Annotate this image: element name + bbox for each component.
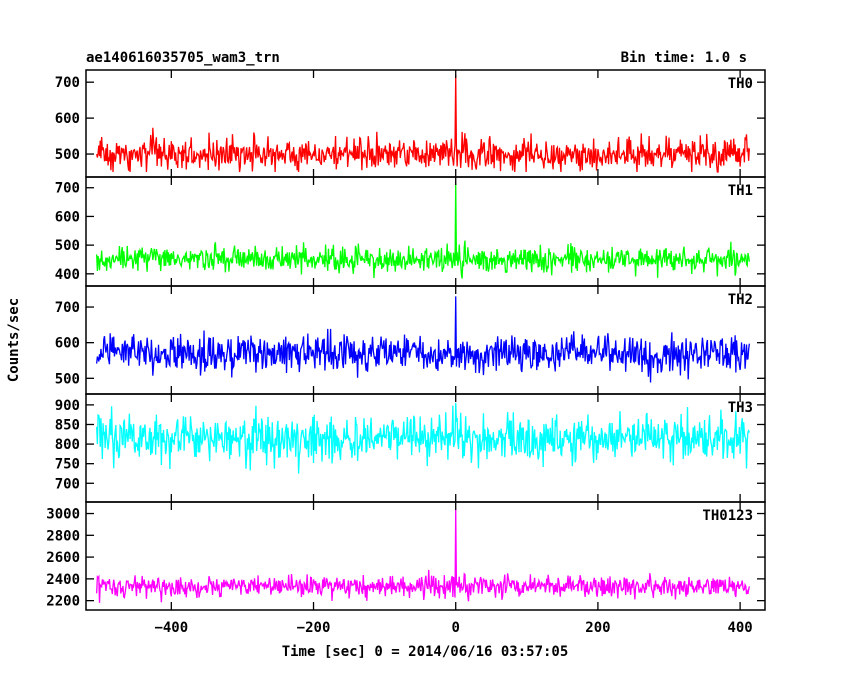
y-axis-label: Counts/sec <box>6 298 22 382</box>
y-tick-label: 2200 <box>46 594 80 610</box>
x-tick-label: −200 <box>297 620 331 636</box>
panel-label-th0123: TH0123 <box>702 508 753 524</box>
chart-title: ae140616035705_wam3_trn <box>86 50 280 66</box>
y-tick-label: 600 <box>55 111 80 127</box>
y-tick-label: 700 <box>55 476 80 492</box>
y-tick-label: 400 <box>55 267 80 283</box>
x-tick-label: 0 <box>451 620 459 636</box>
y-tick-label: 2600 <box>46 550 80 566</box>
y-tick-label: 3000 <box>46 507 80 523</box>
series-line-th0 <box>96 74 751 173</box>
series-line-th1 <box>96 183 751 279</box>
y-tick-label: 500 <box>55 147 80 163</box>
x-tick-label: 200 <box>585 620 610 636</box>
panel-th0123: 2200 2400 2600 2800 3000 TH0123 <box>46 501 766 611</box>
y-tick-label: 900 <box>55 398 80 414</box>
series-line-th3 <box>96 402 750 474</box>
panel-label-th2: TH2 <box>728 292 753 308</box>
panel-frame <box>85 176 766 287</box>
y-tick-label: 800 <box>55 437 80 453</box>
panel-frame <box>85 501 766 611</box>
y-tick-label: 2400 <box>46 572 80 588</box>
panel-label-th3: TH3 <box>728 400 753 416</box>
y-tick-label: 500 <box>55 238 80 254</box>
x-axis-label: Time [sec] 0 = 2014/06/16 03:57:05 <box>282 644 569 660</box>
y-tick-label: 750 <box>55 457 80 473</box>
series-line-th2 <box>96 296 751 383</box>
y-tick-label: 600 <box>55 336 80 352</box>
y-tick-label: 700 <box>55 75 80 91</box>
y-tick-label: 700 <box>55 181 80 197</box>
panel-th0: 500 600 700 TH0 <box>55 69 766 178</box>
y-tick-label: 600 <box>55 209 80 225</box>
y-tick-label: 2800 <box>46 528 80 544</box>
x-tick-label: −400 <box>154 620 188 636</box>
panel-th2: 500 600 700 TH2 <box>55 285 766 395</box>
y-tick-label: 700 <box>55 300 80 316</box>
series-line-th0123 <box>96 509 750 603</box>
panel-label-th1: TH1 <box>728 183 753 199</box>
y-tick-label: 850 <box>55 417 80 433</box>
panel-label-th0: TH0 <box>728 76 753 92</box>
panel-th1: 400 500 600 700 TH1 <box>55 176 766 287</box>
x-tick-label: 400 <box>727 620 752 636</box>
y-tick-label: 500 <box>55 371 80 387</box>
panel-th3: 700 750 800 850 900 TH3 <box>55 393 766 503</box>
panels-group: 500 600 700 TH0 400 500 600 700 TH1 500 600 700 TH2 7… <box>46 69 766 636</box>
bin-time-label: Bin time: 1.0 s <box>621 50 747 66</box>
